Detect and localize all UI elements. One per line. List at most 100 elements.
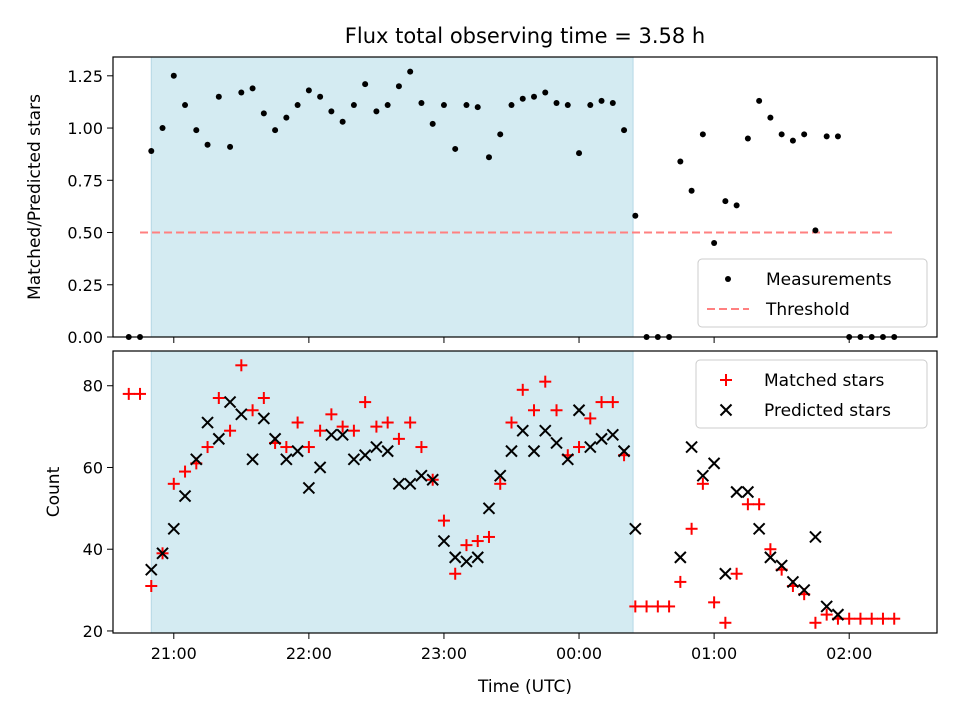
predicted-star-point	[302, 481, 316, 495]
predicted-star-point-b	[550, 436, 563, 450]
measurement-point	[373, 108, 380, 115]
predicted-star-point	[257, 412, 271, 425]
measurement-point	[272, 127, 279, 134]
predicted-star-point-b	[809, 530, 822, 544]
predicted-star-point	[809, 530, 822, 544]
top-ytick-label: 0.25	[67, 276, 103, 295]
predicted-star-point	[730, 485, 743, 499]
predicted-star-point-b	[460, 555, 473, 568]
matched-star-point	[291, 416, 304, 429]
matched-star-point	[314, 424, 327, 437]
matched-star-point	[629, 600, 642, 613]
measurement-point	[823, 133, 830, 140]
matched-star-point	[145, 580, 158, 592]
predicted-star-point-b	[370, 440, 383, 454]
predicted-star-point	[145, 563, 158, 576]
measurement-point	[485, 154, 492, 161]
predicted-star-point-b	[190, 453, 203, 466]
measurement-point	[508, 102, 515, 109]
predicted-star-point	[471, 551, 484, 564]
predicted-star-point-b	[629, 522, 642, 535]
top-y-axis-label: Matched/Predicted stars	[25, 94, 45, 300]
predicted-star-point-b	[347, 453, 361, 466]
measurement-point	[688, 187, 695, 194]
predicted-star-point	[178, 489, 192, 503]
measurement-point	[204, 141, 211, 148]
predicted-star-point-b	[145, 563, 158, 576]
measurement-point	[519, 95, 526, 102]
predicted-star-point	[797, 583, 811, 597]
predicted-star-point	[606, 428, 620, 441]
bottom-axes-frame	[112, 350, 938, 634]
predicted-star-point-b	[786, 575, 800, 589]
predicted-star-point-b	[482, 502, 496, 515]
legend-plus-icon	[720, 374, 732, 386]
measurement-point	[564, 102, 571, 109]
top-legend: Measurements Threshold	[697, 258, 928, 328]
predicted-star-point	[741, 485, 755, 499]
predicted-star-point	[156, 547, 169, 560]
predicted-star-point	[190, 453, 203, 466]
bot-legend-box	[695, 359, 928, 429]
matched-star-point	[347, 424, 360, 437]
bot-ytick-label: 60	[83, 458, 103, 477]
predicted-star-point	[775, 559, 788, 572]
predicted-star-point	[696, 469, 710, 482]
chart-title: Flux total observing time = 3.58 h	[345, 24, 705, 48]
matched-star-point	[460, 539, 473, 552]
predicted-star-point-b	[831, 608, 845, 621]
predicted-star-point-b	[336, 428, 349, 441]
top-measurements-series	[125, 68, 898, 340]
predicted-star-point-b	[595, 432, 608, 446]
predicted-star-point	[707, 457, 721, 470]
predicted-star-point-b	[325, 428, 338, 441]
predicted-star-point	[201, 416, 214, 429]
matched-star-point	[201, 441, 214, 454]
measurement-point	[767, 114, 774, 121]
predicted-star-point-b	[561, 453, 574, 466]
measurement-point	[497, 131, 504, 138]
predicted-star-point-b	[302, 481, 316, 495]
matched-star-point	[471, 535, 484, 548]
predicted-star-point	[268, 432, 282, 446]
legend-x-icon	[719, 403, 733, 417]
predicted-star-point-b	[178, 489, 192, 503]
predicted-star-point	[426, 473, 439, 486]
matched-star-point	[685, 522, 698, 535]
measurement-point	[339, 118, 346, 125]
measurement-point	[463, 102, 470, 109]
matched-star-point	[392, 432, 405, 445]
matched-star-point	[843, 612, 856, 625]
bot-ytick-label: 20	[83, 622, 103, 641]
legend-dot-icon	[725, 276, 731, 282]
measurement-point	[305, 87, 312, 94]
matched-star-point	[809, 616, 822, 629]
predicted-star-point	[246, 453, 259, 466]
bot-ytick-label: 80	[83, 377, 103, 396]
predicted-star-point-b	[797, 583, 811, 597]
predicted-star-point	[595, 432, 608, 446]
predicted-star-point	[235, 408, 248, 421]
bottom-series	[122, 359, 901, 629]
measurement-point	[407, 68, 414, 75]
matched-star-point	[640, 600, 653, 613]
matched-star-point	[415, 441, 428, 454]
predicted-star-point	[223, 395, 237, 409]
predicted-star-point-b	[719, 567, 732, 580]
matched-star-point	[257, 392, 270, 404]
measurement-point	[283, 114, 290, 121]
predicted-star-point	[572, 404, 586, 417]
measurement-point	[227, 143, 234, 150]
matched-star-point	[696, 477, 709, 490]
matched-star-point	[764, 543, 777, 556]
matched-star-point	[224, 424, 237, 437]
measurement-point	[744, 135, 751, 142]
measurement-point	[531, 93, 538, 100]
bot-xtick-label: 01:00	[691, 644, 737, 663]
matched-star-point	[370, 420, 383, 433]
legend-label: Measurements	[766, 270, 892, 290]
measurement-point	[621, 127, 628, 134]
measurement-point	[148, 148, 155, 155]
top-ytick-label: 0.75	[67, 171, 103, 190]
